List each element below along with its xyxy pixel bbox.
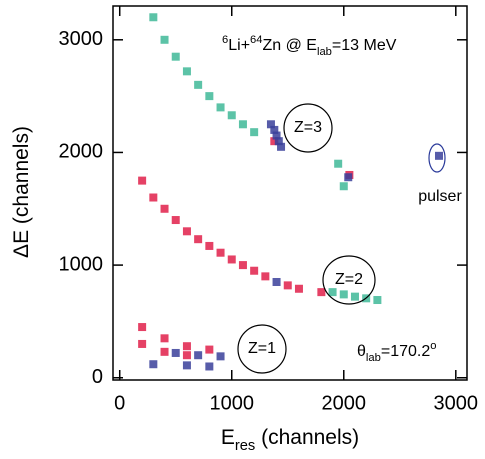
point	[160, 35, 169, 44]
point	[272, 131, 281, 140]
point	[160, 204, 169, 213]
point	[328, 288, 337, 297]
point	[171, 52, 180, 61]
plot-frame	[112, 5, 468, 381]
pulser-label: pulser	[418, 188, 462, 205]
point	[270, 137, 279, 146]
point	[250, 128, 259, 137]
x-axis-label-part: E	[221, 426, 235, 449]
point	[373, 296, 382, 305]
circle-marker	[428, 143, 446, 173]
x-tick-label: 1000	[209, 392, 254, 414]
angle-label-part: lab	[366, 352, 381, 364]
reaction-label-part: =13 MeV	[332, 37, 397, 54]
point	[350, 292, 359, 301]
circle-marker	[283, 103, 333, 153]
point	[434, 151, 443, 160]
reaction-label-part: 64	[250, 34, 262, 46]
point	[227, 255, 236, 264]
angle-label-part: θ	[357, 343, 366, 360]
z1-label: Z=1	[248, 340, 276, 357]
point	[274, 137, 283, 146]
point	[160, 347, 169, 356]
z2-label: Z=2	[335, 271, 363, 288]
point	[216, 248, 225, 257]
point	[205, 362, 214, 371]
x-axis-label: Eres (channels)	[221, 426, 359, 454]
x-tick-label: 0	[114, 392, 125, 414]
point	[339, 182, 348, 191]
reaction-label-part: lab	[317, 46, 332, 58]
point	[205, 92, 214, 101]
point	[171, 216, 180, 225]
point	[194, 351, 203, 360]
point	[344, 173, 353, 182]
point	[149, 360, 158, 369]
y-axis-label: ΔE (channels)	[10, 126, 33, 258]
y-axis-label-part: ΔE (channels)	[10, 126, 33, 258]
point	[182, 67, 191, 76]
point	[250, 266, 259, 275]
angle-label-part: o	[430, 340, 436, 352]
circle-marker	[322, 255, 376, 305]
circle-marker	[237, 324, 287, 374]
point	[138, 323, 147, 332]
point	[138, 176, 147, 185]
point	[216, 352, 225, 361]
point	[182, 361, 191, 370]
point	[334, 159, 343, 168]
z3-label: Z=3	[294, 119, 322, 136]
x-tick-label: 3000	[434, 392, 479, 414]
y-tick-label: 1000	[59, 253, 104, 275]
reaction-label: 6Li+64Zn @ Elab=13 MeV	[222, 34, 397, 58]
reaction-label-part: Zn @ E	[262, 37, 316, 54]
point	[238, 261, 247, 270]
point	[294, 284, 303, 293]
y-tick-label: 0	[92, 366, 103, 388]
point	[339, 290, 348, 299]
marks	[138, 13, 443, 371]
point	[194, 80, 203, 89]
point	[149, 193, 158, 202]
point	[216, 103, 225, 112]
y-tick-label: 3000	[59, 28, 104, 50]
point	[149, 13, 158, 22]
point	[270, 125, 279, 134]
point	[238, 120, 247, 129]
point	[272, 277, 281, 286]
angle-label: θlab=170.2o	[357, 340, 436, 364]
x-axis-label-part: (channels)	[255, 426, 359, 449]
point	[160, 334, 169, 343]
point	[317, 288, 326, 297]
point	[283, 281, 292, 290]
point	[205, 241, 214, 250]
angle-label-part: =170.2	[381, 343, 430, 360]
x-axis-label-part: res	[235, 438, 255, 454]
point	[182, 351, 191, 360]
point	[277, 142, 286, 151]
point	[194, 235, 203, 244]
point	[227, 111, 236, 120]
reaction-label-part: 6	[222, 34, 228, 46]
x-tick-label: 2000	[322, 392, 367, 414]
point	[182, 227, 191, 236]
point	[171, 348, 180, 357]
point	[138, 339, 147, 348]
point	[261, 272, 270, 281]
y-tick-label: 2000	[59, 141, 104, 163]
point	[266, 120, 275, 129]
point	[205, 345, 214, 354]
point	[182, 342, 191, 351]
reaction-label-part: Li+	[228, 37, 250, 54]
